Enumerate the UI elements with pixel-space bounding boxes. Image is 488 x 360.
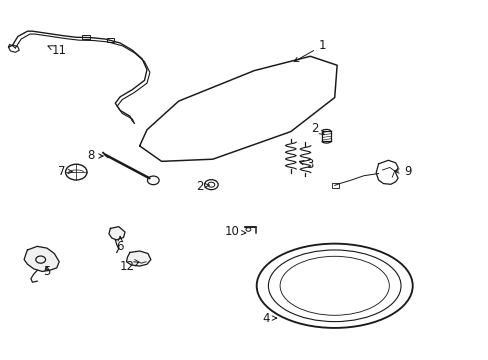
Text: 8: 8: [87, 149, 103, 162]
Text: 2: 2: [196, 180, 209, 193]
Text: 7: 7: [58, 165, 72, 177]
Text: 11: 11: [48, 44, 66, 57]
Text: 2: 2: [311, 122, 324, 135]
Text: 1: 1: [294, 39, 325, 62]
Polygon shape: [126, 251, 151, 266]
Text: 10: 10: [224, 225, 245, 238]
Text: 6: 6: [116, 237, 123, 253]
Polygon shape: [109, 226, 125, 240]
Polygon shape: [24, 246, 59, 271]
Text: 12: 12: [120, 260, 139, 273]
Text: 5: 5: [43, 265, 51, 278]
Text: 4: 4: [262, 311, 276, 325]
Text: 3: 3: [299, 158, 313, 171]
Text: 9: 9: [394, 165, 411, 177]
